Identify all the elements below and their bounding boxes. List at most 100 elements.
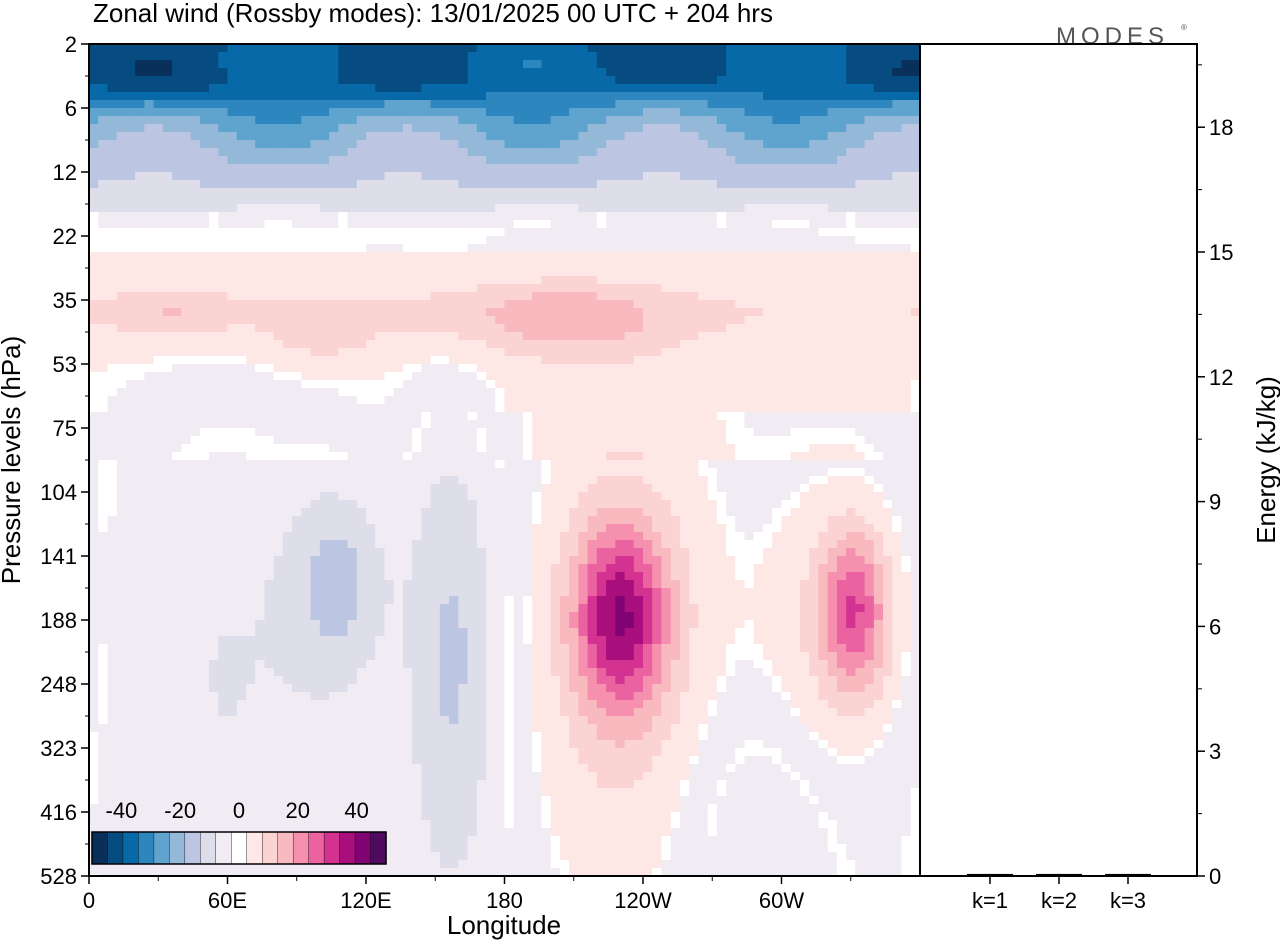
heatmap-cell (89, 164, 99, 173)
heatmap-cell (116, 268, 127, 277)
heatmap-cell (236, 116, 247, 125)
heatmap-cell (236, 460, 247, 469)
heatmap-cell (329, 196, 339, 205)
heatmap-cell (569, 52, 579, 61)
heatmap-cell (901, 252, 912, 261)
heatmap-cell (255, 196, 266, 205)
heatmap-cell (292, 212, 302, 221)
heatmap-cell (366, 260, 376, 269)
heatmap-cell (356, 476, 367, 485)
heatmap-cell (596, 364, 607, 373)
heatmap-cell (504, 228, 515, 237)
heatmap-cell (449, 236, 459, 245)
heatmap-cell (329, 292, 339, 301)
heatmap-cell (532, 348, 543, 357)
heatmap-cell (596, 404, 607, 413)
heatmap-cell (116, 252, 127, 261)
heatmap-cell (744, 372, 755, 381)
heatmap-cell (356, 404, 367, 413)
heatmap-cell (98, 340, 109, 349)
heatmap-cell (679, 388, 690, 397)
heatmap-cell (504, 444, 515, 453)
heatmap-cell (735, 188, 746, 197)
heatmap-cell (366, 52, 376, 61)
heatmap-cell (458, 188, 469, 197)
heatmap-cell (763, 452, 773, 461)
heatmap-cell (144, 188, 155, 197)
heatmap-cell (273, 204, 284, 213)
heatmap-cell (467, 404, 478, 413)
heatmap-cell (467, 444, 478, 453)
heatmap-cell (181, 300, 192, 309)
heatmap-cell (273, 180, 284, 189)
heatmap-cell (467, 468, 478, 477)
heatmap-cell (172, 68, 182, 77)
heatmap-cell (873, 188, 884, 197)
heatmap-cell (735, 444, 746, 453)
heatmap-cell (199, 332, 210, 341)
heatmap-cell (310, 388, 321, 397)
heatmap-cell (799, 452, 810, 461)
heatmap-cell (89, 380, 99, 389)
heatmap-cell (486, 180, 496, 189)
heatmap-cell (375, 468, 386, 477)
heatmap-cell (726, 436, 736, 445)
heatmap-cell (799, 100, 810, 109)
heatmap-cell (384, 52, 395, 61)
heatmap-cell (301, 116, 312, 125)
heatmap-cell (384, 196, 395, 205)
heatmap-cell (569, 284, 579, 293)
heatmap-cell (559, 164, 570, 173)
heatmap-cell (596, 124, 607, 133)
heatmap-cell (218, 164, 229, 173)
heatmap-cell (643, 84, 653, 93)
heatmap-cell (412, 228, 422, 237)
heatmap-cell (707, 284, 718, 293)
heatmap-cell (744, 460, 755, 469)
heatmap-cell (329, 236, 339, 245)
heatmap-cell (116, 132, 127, 141)
heatmap-cell (716, 228, 727, 237)
heatmap-cell (107, 444, 118, 453)
heatmap-cell (744, 140, 755, 149)
heatmap-cell (486, 172, 496, 181)
heatmap-cell (338, 260, 349, 269)
heatmap-cell (892, 268, 903, 277)
heatmap-cell (772, 132, 783, 141)
heatmap-cell (790, 292, 801, 301)
heatmap-cell (218, 108, 229, 117)
heatmap-cell (892, 60, 903, 69)
heatmap-cell (799, 212, 810, 221)
heatmap-cell (550, 268, 561, 277)
heatmap-cell (495, 332, 506, 341)
heatmap-cell (541, 60, 552, 69)
heatmap-cell (347, 292, 358, 301)
heatmap-cell (264, 180, 275, 189)
heatmap-cell (486, 460, 496, 469)
heatmap-cell (504, 212, 515, 221)
heatmap-cell (864, 196, 875, 205)
heatmap-cell (559, 404, 570, 413)
heatmap-cell (467, 164, 478, 173)
heatmap-cell (781, 124, 792, 133)
heatmap-cell (753, 140, 764, 149)
heatmap-cell (716, 148, 727, 157)
heatmap-cell (116, 388, 127, 397)
heatmap-cell (264, 236, 275, 245)
heatmap-cell (458, 348, 469, 357)
heatmap-cell (790, 52, 801, 61)
heatmap-cell (236, 212, 247, 221)
heatmap-cell (292, 196, 302, 205)
heatmap-cell (559, 420, 570, 429)
heatmap-cell (689, 348, 699, 357)
heatmap-cell (550, 436, 561, 445)
heatmap-cell (486, 156, 496, 165)
heatmap-cell (679, 196, 690, 205)
heatmap-cell (292, 372, 302, 381)
heatmap-cell (319, 252, 330, 261)
heatmap-cell (430, 204, 441, 213)
heatmap-cell (430, 268, 441, 277)
heatmap-cell (827, 140, 838, 149)
heatmap-cell (218, 372, 229, 381)
heatmap-cell (98, 124, 109, 133)
